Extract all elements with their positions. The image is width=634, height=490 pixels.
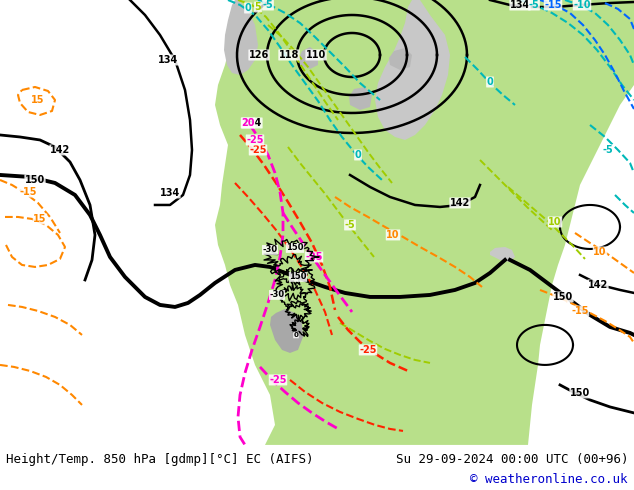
Text: 150: 150 [570, 388, 590, 398]
Text: 10: 10 [548, 217, 562, 227]
Text: 10: 10 [386, 230, 400, 240]
Polygon shape [349, 87, 372, 110]
Text: 20: 20 [242, 118, 255, 128]
Text: -5: -5 [529, 0, 540, 10]
Text: 10: 10 [593, 247, 607, 257]
Polygon shape [224, 0, 258, 75]
Text: 150: 150 [289, 272, 307, 281]
Text: 118: 118 [279, 50, 299, 60]
Text: Height/Temp. 850 hPa [gdmp][°C] EC (AIFS): Height/Temp. 850 hPa [gdmp][°C] EC (AIFS… [6, 453, 313, 466]
Text: 110: 110 [306, 50, 326, 60]
Text: -5: -5 [603, 145, 613, 155]
Text: 142: 142 [450, 198, 470, 208]
Text: 0: 0 [294, 332, 299, 338]
Polygon shape [299, 47, 318, 69]
Text: 0: 0 [354, 150, 361, 160]
Text: 142: 142 [50, 145, 70, 155]
Text: 15: 15 [31, 95, 45, 105]
Text: 150: 150 [286, 244, 304, 252]
Text: Su 29-09-2024 00:00 UTC (00+96): Su 29-09-2024 00:00 UTC (00+96) [396, 453, 628, 466]
Text: -15: -15 [544, 0, 562, 10]
Text: -25: -25 [246, 135, 264, 145]
Text: -30: -30 [269, 291, 285, 299]
Text: -5: -5 [262, 0, 273, 10]
Polygon shape [490, 247, 515, 262]
Text: -10: -10 [573, 0, 591, 10]
Text: 15: 15 [33, 214, 47, 224]
Polygon shape [375, 0, 450, 140]
Text: 0: 0 [487, 77, 493, 87]
Text: 0: 0 [245, 3, 251, 13]
Polygon shape [389, 48, 412, 70]
Text: 5: 5 [255, 2, 261, 12]
Text: -25: -25 [305, 252, 323, 262]
Text: -5: -5 [345, 220, 356, 230]
Text: 134: 134 [510, 0, 530, 10]
Text: 150: 150 [553, 292, 573, 302]
Text: 134: 134 [242, 118, 262, 128]
Text: -15: -15 [19, 187, 37, 197]
Text: -25: -25 [269, 375, 287, 385]
Text: -25: -25 [249, 145, 267, 155]
Text: 126: 126 [249, 50, 269, 60]
Text: -15: -15 [571, 306, 589, 316]
Text: 150: 150 [25, 175, 45, 185]
Text: © weatheronline.co.uk: © weatheronline.co.uk [470, 473, 628, 487]
Text: -30: -30 [262, 245, 278, 254]
Text: 134: 134 [158, 55, 178, 65]
Text: 134: 134 [160, 188, 180, 198]
Polygon shape [270, 309, 303, 353]
Text: -25: -25 [359, 345, 377, 355]
Text: 142: 142 [588, 280, 608, 290]
Polygon shape [215, 0, 634, 445]
